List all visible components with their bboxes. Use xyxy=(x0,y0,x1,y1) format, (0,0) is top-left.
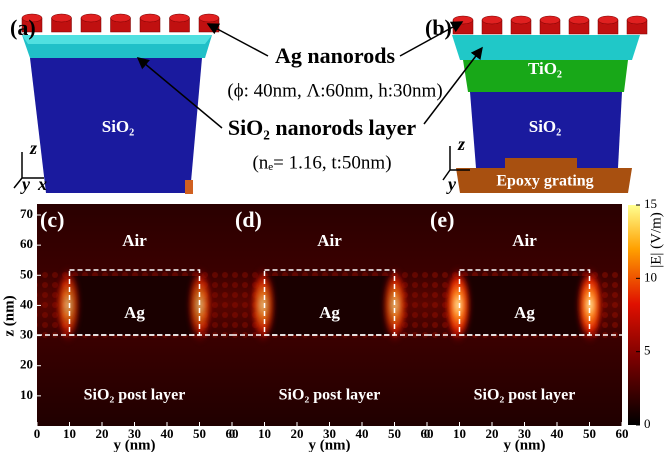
field-hotspot xyxy=(249,265,277,345)
callout-title: Ag nanorods xyxy=(275,43,395,68)
x-tick-label: 0 xyxy=(34,426,41,441)
layer-label: SiO₂ xyxy=(529,117,562,136)
region-label: SiO₂ post layer xyxy=(474,387,576,404)
axis-icon-label: x xyxy=(37,174,47,194)
x-tick-label: 0 xyxy=(424,426,431,441)
x-tick-label: 10 xyxy=(63,426,76,441)
colorbar-tick-label: 15 xyxy=(644,196,657,211)
nanorod-top xyxy=(452,15,474,25)
nanorod-top xyxy=(110,13,131,23)
panel-label: (b) xyxy=(425,15,452,40)
nanorod-top xyxy=(568,15,590,25)
y-tick-label: 70 xyxy=(20,206,33,221)
x-tick-label: 20 xyxy=(486,426,499,441)
layer-label: TiO₂ xyxy=(528,59,562,78)
nanorod-top xyxy=(51,13,72,23)
region-label: SiO₂ post layer xyxy=(84,387,186,404)
callout-title: SiO₂ nanorods layer xyxy=(228,115,417,140)
y-axis-label: z (nm) xyxy=(1,295,17,336)
axis-icon-label: z xyxy=(29,138,37,158)
x-tick-label: 40 xyxy=(161,426,174,441)
region-label: Ag xyxy=(319,303,340,322)
y-tick-label: 60 xyxy=(20,236,33,251)
axis-icon-label: y xyxy=(20,174,31,194)
axes-icons xyxy=(13,146,470,189)
colorbar xyxy=(628,205,640,425)
field-hotspot xyxy=(444,265,472,345)
x-tick-label: 20 xyxy=(96,426,109,441)
panel-label: (c) xyxy=(40,207,64,232)
x-axis-label: y (nm) xyxy=(308,437,350,452)
axis-icon-label: z xyxy=(457,134,465,154)
x-tick-label: 60 xyxy=(421,426,434,441)
map-inner xyxy=(461,276,588,335)
panel-label: (d) xyxy=(235,207,262,232)
nanorod-top xyxy=(21,13,43,23)
panel-label: (e) xyxy=(430,207,454,232)
nanorod-top xyxy=(539,15,561,25)
nanorod-top xyxy=(626,15,648,25)
x-tick-label: 50 xyxy=(583,426,596,441)
x-tick-label: 30 xyxy=(323,426,336,441)
callout-text: (ϕ: 40nm, Λ:60nm, h:30nm) xyxy=(227,80,442,101)
map-inner xyxy=(266,276,393,335)
nanorod-top xyxy=(198,13,220,23)
y-tick-label: 30 xyxy=(20,327,33,342)
nanorod-top xyxy=(481,15,503,25)
x-tick-label: 10 xyxy=(258,426,271,441)
x-tick-label: 50 xyxy=(388,426,401,441)
nanorod-top xyxy=(169,13,190,23)
region-label: SiO₂ post layer xyxy=(279,387,381,404)
field-hotspot xyxy=(55,265,81,345)
layer-label: Epoxy grating xyxy=(496,173,593,190)
x-tick-label: 60 xyxy=(226,426,239,441)
schematic-b: (b) TiO₂ SiO₂ Epoxy grating xyxy=(425,15,648,193)
colorbar-tick-label: 0 xyxy=(644,416,651,431)
x-tick-label: 30 xyxy=(128,426,141,441)
region-label: Air xyxy=(122,231,147,250)
layer-label: SiO₂ xyxy=(102,117,135,136)
region-label: Ag xyxy=(124,303,145,322)
region-label: Air xyxy=(317,231,342,250)
y-tick-label: 50 xyxy=(20,266,33,281)
y-tick-label: 40 xyxy=(20,296,33,311)
x-tick-label: 40 xyxy=(551,426,564,441)
callout-text: (nₑ= 1.16, t:50nm) xyxy=(252,152,391,173)
nanorod-top xyxy=(510,15,532,25)
y-tick-label: 20 xyxy=(20,357,33,372)
x-tick-label: 50 xyxy=(193,426,206,441)
x-tick-label: 0 xyxy=(229,426,236,441)
region-label: Air xyxy=(512,231,537,250)
x-tick-label: 30 xyxy=(518,426,531,441)
axis-icon-label: y xyxy=(446,174,457,194)
schematic-a: (a) SiO₂ xyxy=(10,13,220,194)
x-tick-label: 10 xyxy=(453,426,466,441)
x-tick-label: 60 xyxy=(616,426,629,441)
x-tick-label: 20 xyxy=(291,426,304,441)
y-tick-label: 10 xyxy=(20,387,33,402)
callout-arrows xyxy=(136,21,483,129)
nanorod-top xyxy=(139,13,161,23)
x-tick-label: 40 xyxy=(356,426,369,441)
panel-label: (a) xyxy=(10,15,36,40)
x-axis-label: y (nm) xyxy=(503,437,545,452)
colorbar-label: |E| (V/m) xyxy=(648,212,664,268)
nanorod-top xyxy=(597,15,619,25)
colorbar-tick-label: 5 xyxy=(644,343,651,358)
nanorod-top xyxy=(80,13,102,23)
x-axis-label: y (nm) xyxy=(113,437,155,452)
map-inner xyxy=(71,276,198,335)
colorbar-tick-label: 10 xyxy=(644,269,657,284)
region-label: Ag xyxy=(514,303,535,322)
